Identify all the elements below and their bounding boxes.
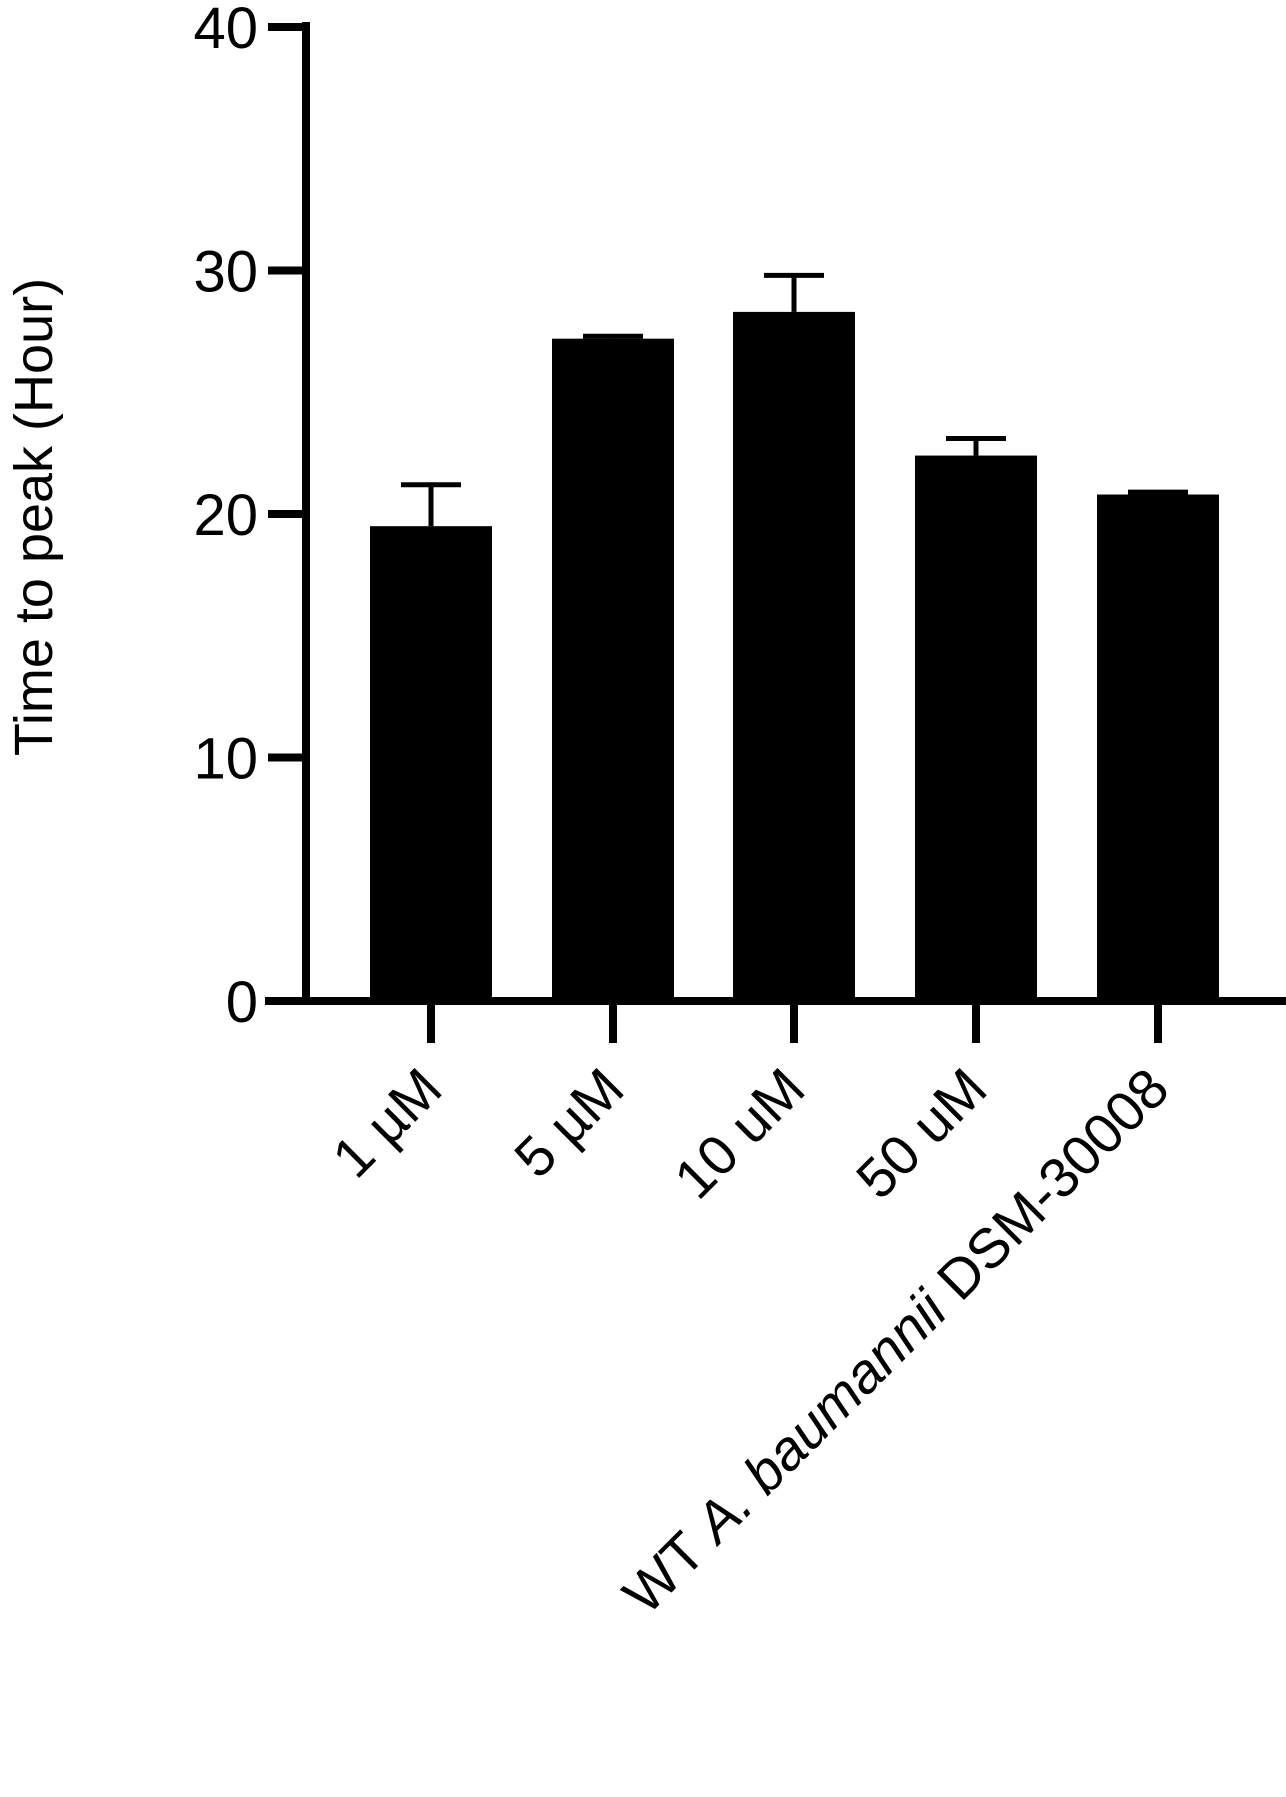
- y-tick-label: 30: [193, 240, 258, 305]
- y-axis-title: Time to peak (Hour): [4, 278, 64, 756]
- bar: [552, 338, 674, 1001]
- category-label: 5 µM: [502, 1056, 635, 1189]
- category-label-part: A. baumannii: [680, 1277, 959, 1556]
- bar: [915, 455, 1037, 1001]
- category-label: 50 uM: [844, 1056, 999, 1211]
- axes: [265, 22, 1286, 1005]
- y-tick-label: 20: [193, 483, 258, 548]
- x-axis-ticks: [427, 1001, 1162, 1043]
- bar: [733, 311, 855, 1001]
- y-tick-label: 10: [193, 727, 258, 792]
- y-tick-label: 40: [193, 0, 258, 61]
- bars: [370, 311, 1219, 1001]
- category-label: 1 µM: [320, 1056, 453, 1189]
- bar: [1097, 494, 1219, 1001]
- error-bars: [401, 272, 1188, 527]
- bar: [370, 526, 492, 1001]
- y-tick-label: 0: [226, 970, 258, 1035]
- y-axis-ticks: 0 10 20 30 40: [193, 0, 306, 1035]
- category-label: 10 uM: [662, 1056, 817, 1211]
